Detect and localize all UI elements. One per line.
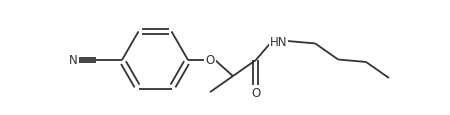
Text: HN: HN xyxy=(270,35,287,48)
Text: O: O xyxy=(251,86,261,99)
Text: N: N xyxy=(68,54,77,67)
Text: O: O xyxy=(205,54,215,67)
